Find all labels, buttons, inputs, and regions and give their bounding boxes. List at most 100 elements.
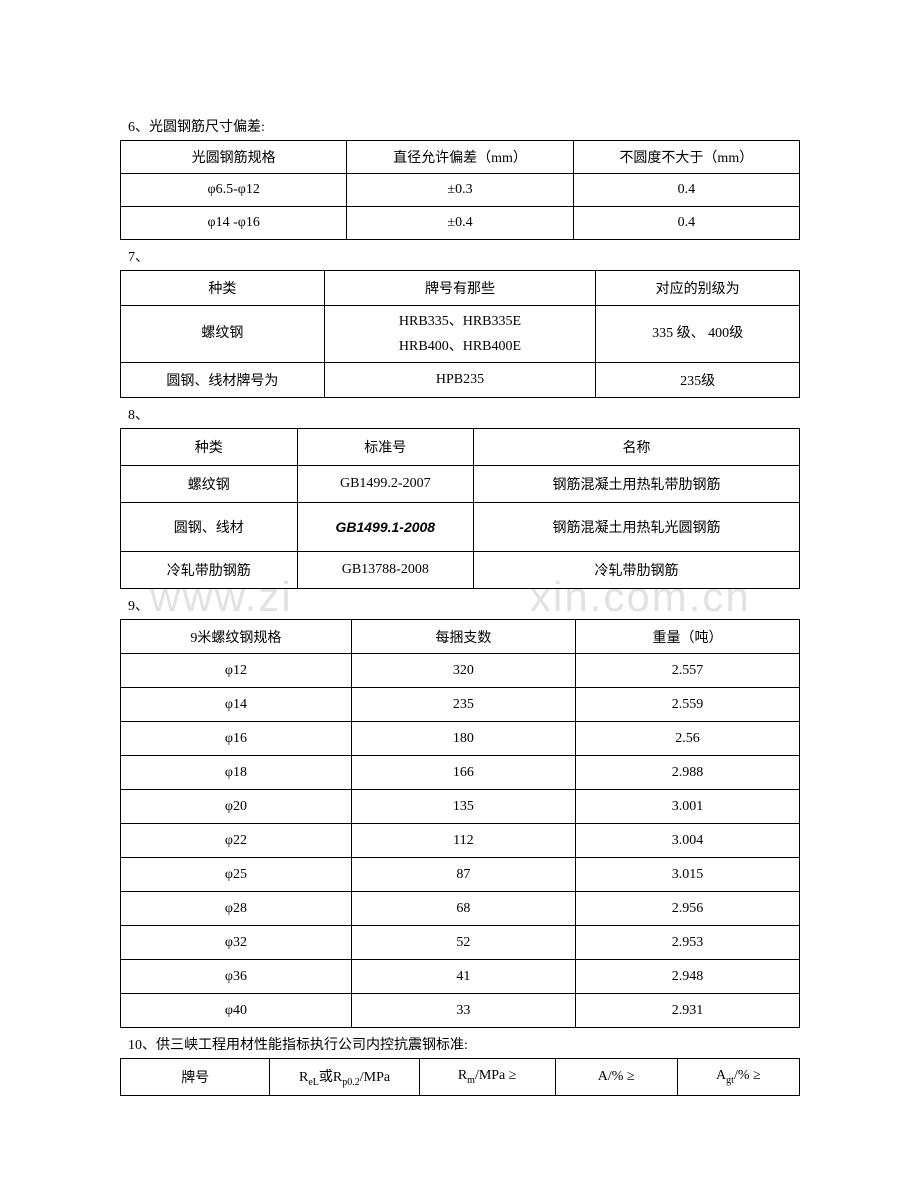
cell: 冷轧带肋钢筋 bbox=[121, 552, 298, 589]
t7-h1: 牌号有那些 bbox=[324, 271, 596, 306]
cell: 41 bbox=[351, 960, 575, 994]
cell: 圆钢、线材牌号为 bbox=[121, 363, 325, 398]
t6-h1: 直径允许偏差（mm） bbox=[347, 141, 573, 174]
t6-h0: 光圆钢筋规格 bbox=[121, 141, 347, 174]
table-row: 光圆钢筋规格 直径允许偏差（mm） 不圆度不大于（mm） bbox=[121, 141, 800, 174]
t10-h4: Agt/% ≥ bbox=[677, 1059, 799, 1096]
cell: φ40 bbox=[121, 994, 352, 1028]
cell: φ28 bbox=[121, 892, 352, 926]
cell: 钢筋混凝土用热轧光圆钢筋 bbox=[474, 503, 800, 552]
table-row: 圆钢、线材 GB1499.1-2008 钢筋混凝土用热轧光圆钢筋 bbox=[121, 503, 800, 552]
table-row: 冷轧带肋钢筋 GB13788-2008 冷轧带肋钢筋 bbox=[121, 552, 800, 589]
cell: 0.4 bbox=[573, 207, 799, 240]
cell: 螺纹钢 bbox=[121, 466, 298, 503]
cell: 2.56 bbox=[575, 722, 799, 756]
cell: 87 bbox=[351, 858, 575, 892]
cell: 235 bbox=[351, 688, 575, 722]
t10-h1: ReL或Rp0.2/MPa bbox=[270, 1059, 419, 1096]
cell: 0.4 bbox=[573, 174, 799, 207]
cell: φ18 bbox=[121, 756, 352, 790]
cell: GB13788-2008 bbox=[297, 552, 474, 589]
cell: 166 bbox=[351, 756, 575, 790]
table-row: φ181662.988 bbox=[121, 756, 800, 790]
t8-h2: 名称 bbox=[474, 429, 800, 466]
cell: 52 bbox=[351, 926, 575, 960]
cell: 68 bbox=[351, 892, 575, 926]
cell-multiline: HRB335、HRB335EHRB400、HRB400E bbox=[324, 306, 596, 363]
cell-bold: GB1499.1-2008 bbox=[297, 503, 474, 552]
cell: 螺纹钢 bbox=[121, 306, 325, 363]
table-row: 牌号 ReL或Rp0.2/MPa Rm/MPa ≥ A/% ≥ Agt/% ≥ bbox=[121, 1059, 800, 1096]
table-8: 种类 标准号 名称 螺纹钢 GB1499.2-2007 钢筋混凝土用热轧带肋钢筋… bbox=[120, 428, 800, 589]
cell: 235级 bbox=[596, 363, 800, 398]
t9-h1: 每捆支数 bbox=[351, 620, 575, 654]
table-row: φ123202.557 bbox=[121, 654, 800, 688]
cell: 钢筋混凝土用热轧带肋钢筋 bbox=[474, 466, 800, 503]
table-row: φ28682.956 bbox=[121, 892, 800, 926]
cell: φ25 bbox=[121, 858, 352, 892]
t8-h0: 种类 bbox=[121, 429, 298, 466]
cell: φ32 bbox=[121, 926, 352, 960]
cell: 112 bbox=[351, 824, 575, 858]
table-9: 9米螺纹钢规格 每捆支数 重量（吨） φ123202.557 φ142352.5… bbox=[120, 619, 800, 1028]
t9-h2: 重量（吨） bbox=[575, 620, 799, 654]
cell: 2.557 bbox=[575, 654, 799, 688]
table-row: φ32522.953 bbox=[121, 926, 800, 960]
cell: φ12 bbox=[121, 654, 352, 688]
t8-h1: 标准号 bbox=[297, 429, 474, 466]
section7-label: 7、 bbox=[128, 246, 800, 266]
t9-h0: 9米螺纹钢规格 bbox=[121, 620, 352, 654]
table-row: φ36412.948 bbox=[121, 960, 800, 994]
cell: 180 bbox=[351, 722, 575, 756]
table-row: 种类 标准号 名称 bbox=[121, 429, 800, 466]
cell: φ6.5-φ12 bbox=[121, 174, 347, 207]
cell: 335 级、 400级 bbox=[596, 306, 800, 363]
t10-h2: Rm/MPa ≥ bbox=[419, 1059, 555, 1096]
cell: 3.015 bbox=[575, 858, 799, 892]
table-row: φ201353.001 bbox=[121, 790, 800, 824]
section8-label: 8、 bbox=[128, 404, 800, 424]
cell: 3.004 bbox=[575, 824, 799, 858]
cell: 33 bbox=[351, 994, 575, 1028]
cell: HPB235 bbox=[324, 363, 596, 398]
section9-label: 9、 bbox=[128, 595, 800, 615]
table-10: 牌号 ReL或Rp0.2/MPa Rm/MPa ≥ A/% ≥ Agt/% ≥ bbox=[120, 1058, 800, 1096]
cell: 135 bbox=[351, 790, 575, 824]
section6-label: 6、光圆钢筋尺寸偏差: bbox=[128, 116, 800, 136]
table-row: φ142352.559 bbox=[121, 688, 800, 722]
t7-h0: 种类 bbox=[121, 271, 325, 306]
cell: 冷轧带肋钢筋 bbox=[474, 552, 800, 589]
cell: φ20 bbox=[121, 790, 352, 824]
table-row: 9米螺纹钢规格 每捆支数 重量（吨） bbox=[121, 620, 800, 654]
table-7: 种类 牌号有那些 对应的别级为 螺纹钢 HRB335、HRB335EHRB400… bbox=[120, 270, 800, 398]
table-row: φ14 -φ16 ±0.4 0.4 bbox=[121, 207, 800, 240]
t10-h3: A/% ≥ bbox=[555, 1059, 677, 1096]
cell: 320 bbox=[351, 654, 575, 688]
cell: 2.948 bbox=[575, 960, 799, 994]
table-row: 种类 牌号有那些 对应的别级为 bbox=[121, 271, 800, 306]
cell: 2.559 bbox=[575, 688, 799, 722]
table-row: 圆钢、线材牌号为 HPB235 235级 bbox=[121, 363, 800, 398]
cell: 2.956 bbox=[575, 892, 799, 926]
cell: φ14 bbox=[121, 688, 352, 722]
cell: 2.988 bbox=[575, 756, 799, 790]
section10-label: 10、供三峡工程用材性能指标执行公司内控抗震钢标准: bbox=[128, 1034, 800, 1054]
t7-h2: 对应的别级为 bbox=[596, 271, 800, 306]
cell: 圆钢、线材 bbox=[121, 503, 298, 552]
table-row: 螺纹钢 GB1499.2-2007 钢筋混凝土用热轧带肋钢筋 bbox=[121, 466, 800, 503]
cell: 2.953 bbox=[575, 926, 799, 960]
table-row: φ161802.56 bbox=[121, 722, 800, 756]
cell: φ16 bbox=[121, 722, 352, 756]
t10-h0: 牌号 bbox=[121, 1059, 270, 1096]
table-row: φ221123.004 bbox=[121, 824, 800, 858]
cell: ±0.4 bbox=[347, 207, 573, 240]
cell: GB1499.2-2007 bbox=[297, 466, 474, 503]
table-row: φ6.5-φ12 ±0.3 0.4 bbox=[121, 174, 800, 207]
cell: φ22 bbox=[121, 824, 352, 858]
cell: 3.001 bbox=[575, 790, 799, 824]
table-row: φ40332.931 bbox=[121, 994, 800, 1028]
table-6: 光圆钢筋规格 直径允许偏差（mm） 不圆度不大于（mm） φ6.5-φ12 ±0… bbox=[120, 140, 800, 240]
cell: φ36 bbox=[121, 960, 352, 994]
cell: φ14 -φ16 bbox=[121, 207, 347, 240]
cell: 2.931 bbox=[575, 994, 799, 1028]
